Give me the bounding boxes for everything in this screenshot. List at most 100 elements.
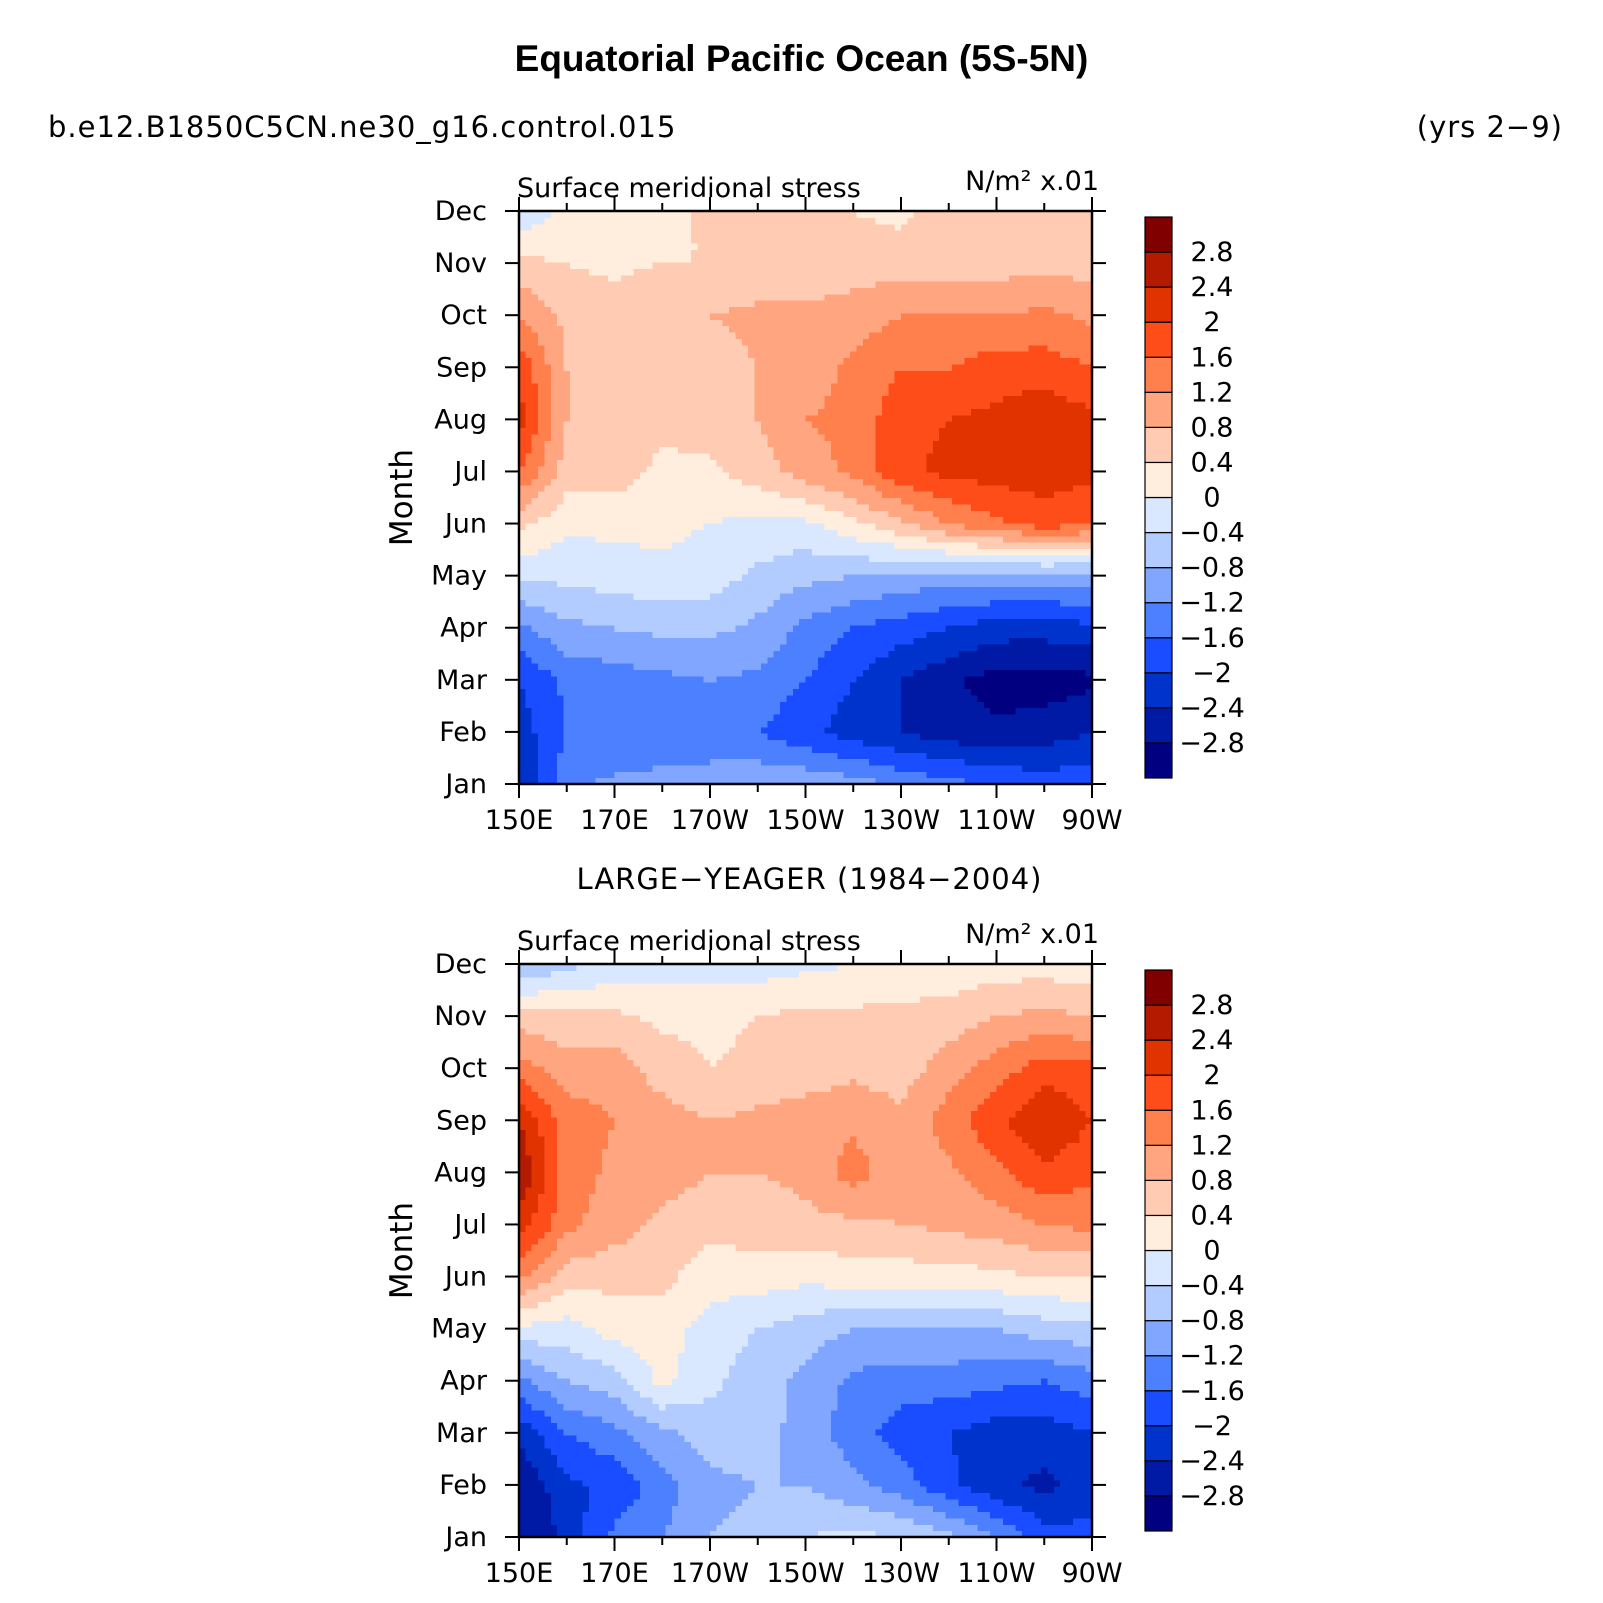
contour-cell: [659, 433, 667, 441]
contour-cell: [786, 433, 794, 441]
contour-cell: [767, 446, 775, 454]
contour-cell: [907, 503, 915, 511]
contour-cell: [830, 720, 838, 728]
contour-cell: [811, 624, 819, 632]
contour-cell: [951, 650, 959, 658]
contour-cell: [1079, 465, 1087, 473]
contour-cell: [1041, 713, 1049, 721]
contour-cell: [913, 764, 921, 772]
contour-cell: [1079, 694, 1087, 702]
contour-cell: [932, 764, 940, 772]
contour-cell: [773, 624, 781, 632]
contour-cell: [601, 605, 609, 613]
contour-cell: [977, 663, 985, 670]
contour-cell: [824, 726, 832, 734]
contour-cell: [614, 503, 622, 511]
contour-cell: [932, 777, 940, 785]
contour-cell: [945, 459, 953, 467]
contour-cell: [716, 554, 724, 562]
contour-cell: [741, 452, 749, 460]
contour-cell: [837, 440, 845, 448]
contour-cell: [799, 739, 807, 747]
contour-cell: [990, 433, 998, 441]
contour-cell: [671, 510, 679, 518]
contour-cell: [678, 612, 686, 620]
contour-cell: [862, 631, 870, 639]
contour-cell: [601, 643, 609, 651]
contour-cell: [805, 612, 813, 620]
contour-cell: [722, 701, 730, 709]
contour-cell: [850, 440, 858, 448]
contour-cell: [1021, 510, 1029, 518]
contour-cell: [601, 497, 609, 505]
contour-cell: [888, 663, 896, 670]
contour-cell: [926, 624, 934, 632]
contour-cell: [818, 567, 826, 575]
contour-cell: [1079, 618, 1087, 626]
contour-cell: [792, 599, 800, 607]
contour-cell: [875, 713, 883, 721]
contour-cell: [1060, 733, 1068, 741]
contour-cell: [671, 478, 679, 486]
contour-cell: [716, 669, 724, 677]
contour-cell: [1085, 643, 1093, 651]
contour-cell: [920, 542, 928, 550]
contour-cell: [557, 586, 565, 594]
contour-cell: [983, 433, 991, 441]
contour-cell: [582, 567, 590, 575]
contour-cell: [913, 503, 921, 511]
contour-cell: [678, 650, 686, 658]
contour-cell: [913, 491, 921, 499]
contour-cell: [881, 465, 889, 473]
contour-cell: [792, 656, 800, 664]
contour-cell: [862, 669, 870, 677]
contour-cell: [1021, 599, 1029, 607]
contour-cell: [983, 465, 991, 473]
contour-cell: [652, 452, 660, 460]
contour-cell: [901, 446, 908, 454]
contour-cell: [850, 491, 858, 499]
contour-cell: [945, 624, 953, 632]
contour-cell: [907, 561, 915, 569]
contour-cell: [595, 733, 603, 741]
contour-cell: [729, 637, 737, 645]
contour-cell: [589, 542, 596, 550]
contour-cell: [792, 542, 800, 550]
contour-cell: [589, 663, 596, 670]
contour-cell: [550, 726, 558, 734]
contour-cell: [1079, 701, 1087, 709]
contour-cell: [620, 707, 628, 715]
contour-cell: [990, 491, 998, 499]
contour-cell: [913, 542, 921, 550]
contour-cell: [760, 452, 768, 460]
contour-cell: [538, 682, 546, 690]
contour-cell: [951, 522, 959, 530]
contour-cell: [830, 446, 838, 454]
contour-cell: [595, 758, 603, 766]
contour-cell: [665, 510, 673, 518]
contour-cell: [1079, 675, 1087, 683]
contour-cell: [1079, 433, 1087, 441]
contour-cell: [1015, 465, 1023, 473]
contour-cell: [1072, 446, 1080, 454]
contour-cell: [1072, 516, 1080, 524]
contour-cell: [1015, 497, 1023, 505]
contour-cell: [862, 561, 870, 569]
contour-cell: [837, 535, 845, 543]
contour-cell: [811, 535, 819, 543]
contour-cell: [690, 586, 698, 594]
contour-cell: [1015, 637, 1023, 645]
contour-cell: [869, 764, 877, 772]
contour-cell: [811, 497, 819, 505]
contour-cell: [620, 593, 628, 600]
contour-cell: [557, 580, 565, 588]
contour-cell: [595, 637, 603, 645]
contour-cell: [525, 491, 533, 499]
contour-cell: [805, 643, 813, 651]
contour-cell: [875, 726, 883, 734]
contour-cell: [652, 764, 660, 772]
contour-cell: [589, 694, 596, 702]
contour-cell: [1015, 522, 1023, 530]
contour-cell: [748, 535, 756, 543]
contour-cell: [608, 739, 616, 747]
